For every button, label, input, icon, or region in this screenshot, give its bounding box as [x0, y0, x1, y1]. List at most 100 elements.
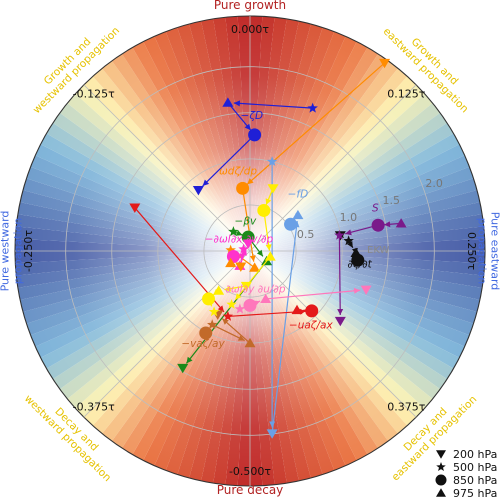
series-line	[234, 256, 271, 301]
series-group	[192, 97, 318, 196]
marker-triangle-down	[192, 186, 204, 196]
marker-triangle-up	[222, 97, 234, 107]
side-label-eastward-line: propagation	[476, 218, 489, 285]
angle-tick-label: -0.375τ	[73, 400, 115, 413]
series-line	[221, 318, 251, 344]
arrow-head	[247, 178, 254, 185]
side-label-eastward-line: Pure eastward	[489, 212, 500, 291]
series-label: S	[372, 202, 379, 214]
marker-star	[208, 306, 220, 317]
marker-circle	[202, 292, 216, 306]
marker-triangle-down	[240, 281, 252, 292]
marker-triangle-up	[225, 257, 237, 268]
marker-triangle-up	[213, 285, 225, 295]
series-label: −fD	[288, 189, 309, 201]
marker-star	[343, 235, 354, 246]
series-label: −ζD	[241, 110, 264, 122]
series-label: −∂ωI∂x ∂v/∂p	[205, 234, 274, 246]
radial-tick-label: 1.5	[383, 194, 401, 207]
arrow-head	[222, 318, 229, 325]
arrow-head	[224, 285, 231, 292]
arrow-head	[249, 255, 256, 262]
series-label: −vaζ/ay	[181, 338, 225, 350]
grid-spoke	[249, 250, 417, 418]
marker-star	[234, 303, 246, 314]
marker-triangle-up	[395, 218, 407, 228]
angle-tick-label: -0.250τ	[22, 230, 35, 272]
title-pure-growth: Pure growth	[214, 0, 286, 12]
angle-tick-label: -0.125τ	[73, 88, 115, 101]
ekw-label: EKW	[367, 245, 390, 256]
series-group	[199, 310, 256, 348]
series-line	[211, 324, 245, 342]
series-line	[263, 210, 271, 251]
marker-circle	[305, 304, 319, 318]
marker-star	[222, 310, 234, 321]
arrow-head	[384, 221, 391, 228]
series-labels: −ζD ωdζ/dp −fD −βv ∂ζ/∂t S −uaζ/ax −vaζ/ay −∂ωI∂…	[181, 110, 389, 350]
marker-star	[436, 462, 446, 472]
series-line	[242, 188, 255, 262]
series-line	[338, 235, 341, 316]
side-label-westward-line: propagation	[12, 218, 25, 285]
grid-spoke	[83, 250, 251, 418]
marker-star	[206, 319, 218, 330]
angle-tick-label: 0.000τ	[231, 23, 269, 36]
marker-triangle-up	[264, 251, 276, 261]
marker-star	[307, 102, 318, 113]
marker-triangle-up	[436, 488, 446, 497]
marker-triangle-down	[379, 58, 391, 69]
series-label: ∂ωI∂y ∂u/∂p	[226, 283, 286, 295]
marker-circle	[248, 128, 262, 142]
arrow-head	[265, 198, 272, 205]
angle-tick-label: 0.250τ	[465, 232, 478, 270]
marker-star	[334, 229, 345, 240]
angle-tick-label: 0.375τ	[387, 400, 425, 413]
marker-circle	[351, 253, 365, 267]
marker-star	[238, 243, 249, 254]
side-label-westward: Pure westward propagation	[0, 211, 25, 292]
axis-tick-labels: 0.000τ 0.125τ 0.250τ 0.375τ -0.500τ -0.375τ -0…	[22, 23, 478, 478]
marker-triangle-down	[177, 363, 189, 374]
arrow-head	[235, 293, 242, 300]
series-group	[202, 281, 252, 317]
marker-circle	[257, 203, 271, 217]
polar-grid	[14, 15, 486, 487]
side-label-westward-line: Pure westward	[0, 211, 12, 292]
arrow-head	[233, 100, 241, 107]
marker-circle	[435, 474, 447, 486]
marker-triangle-down	[242, 239, 254, 249]
arrow-head	[256, 249, 263, 257]
series-line	[265, 289, 361, 300]
arrow-head	[337, 309, 344, 316]
arrow-head	[345, 229, 352, 236]
marker-triangle-up	[260, 293, 272, 304]
arrow-head	[217, 305, 224, 312]
marker-circle	[243, 298, 257, 312]
legend-label: 975 hPa	[453, 487, 497, 500]
marker-star	[226, 298, 237, 309]
angle-tick-label: -0.500τ	[229, 465, 271, 478]
arrow-head	[347, 241, 353, 248]
marker-star	[228, 226, 239, 237]
marker-triangle-up	[249, 262, 261, 272]
marker-star	[266, 156, 278, 167]
series-line	[233, 102, 313, 109]
series-label: −βv	[235, 215, 257, 227]
legend-label: 850 hPa	[453, 474, 497, 487]
legend-label: 200 hPa	[453, 448, 497, 461]
marker-triangle-up	[291, 304, 303, 315]
marker-triangle-down	[334, 316, 346, 327]
radial-tick-label: 1.0	[340, 211, 358, 224]
marker-circle	[284, 217, 298, 231]
series-group	[234, 285, 372, 314]
marker-triangle-down	[436, 450, 446, 459]
marker-triangle-down	[266, 429, 278, 439]
marker-triangle-up	[292, 209, 304, 220]
marker-circle	[199, 326, 213, 340]
arrow-head	[237, 335, 245, 341]
